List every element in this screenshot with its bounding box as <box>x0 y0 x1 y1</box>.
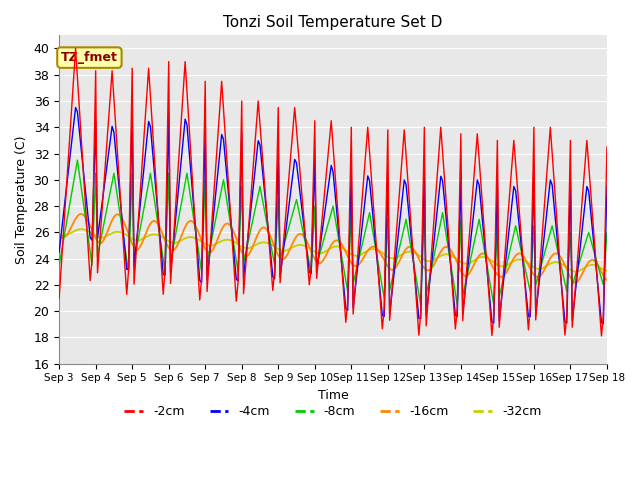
Y-axis label: Soil Temperature (C): Soil Temperature (C) <box>15 135 28 264</box>
Text: TZ_fmet: TZ_fmet <box>61 51 118 64</box>
Title: Tonzi Soil Temperature Set D: Tonzi Soil Temperature Set D <box>223 15 443 30</box>
X-axis label: Time: Time <box>317 389 348 402</box>
Legend: -2cm, -4cm, -8cm, -16cm, -32cm: -2cm, -4cm, -8cm, -16cm, -32cm <box>120 400 547 423</box>
